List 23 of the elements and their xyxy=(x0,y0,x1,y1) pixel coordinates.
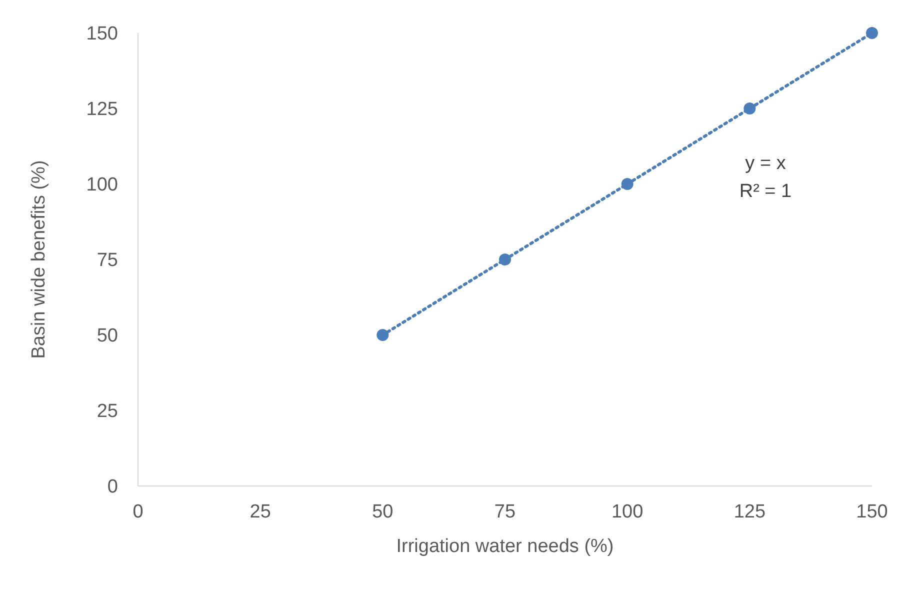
point xyxy=(744,102,756,114)
y-tick-label: 150 xyxy=(86,24,118,45)
y-tick-label: 125 xyxy=(86,99,118,120)
y-tick-label: 100 xyxy=(86,174,118,196)
point xyxy=(376,329,389,341)
annotation: R² = 1 xyxy=(738,181,793,203)
x-tick-label: 150 xyxy=(856,501,888,522)
x-tick-label: 75 xyxy=(494,501,516,522)
y-axis-title: Basin wide benefits (%) xyxy=(28,160,50,359)
point xyxy=(621,178,634,190)
x-axis-title: Irrigation water needs (%) xyxy=(396,536,614,557)
x-tick-label: 0 xyxy=(132,501,144,522)
y-tick-label: 25 xyxy=(96,401,118,422)
annotation: y = x xyxy=(744,153,787,175)
x-tick-label: 50 xyxy=(372,501,394,522)
point xyxy=(866,27,878,39)
y-tick-label: 75 xyxy=(96,250,118,272)
y-tick-label: 0 xyxy=(107,476,118,498)
point xyxy=(499,254,511,266)
x-tick-label: 125 xyxy=(734,501,766,522)
x-tick-label: 25 xyxy=(250,501,271,522)
y-tick-label: 50 xyxy=(96,326,118,347)
x-tick-label: 100 xyxy=(611,501,644,522)
